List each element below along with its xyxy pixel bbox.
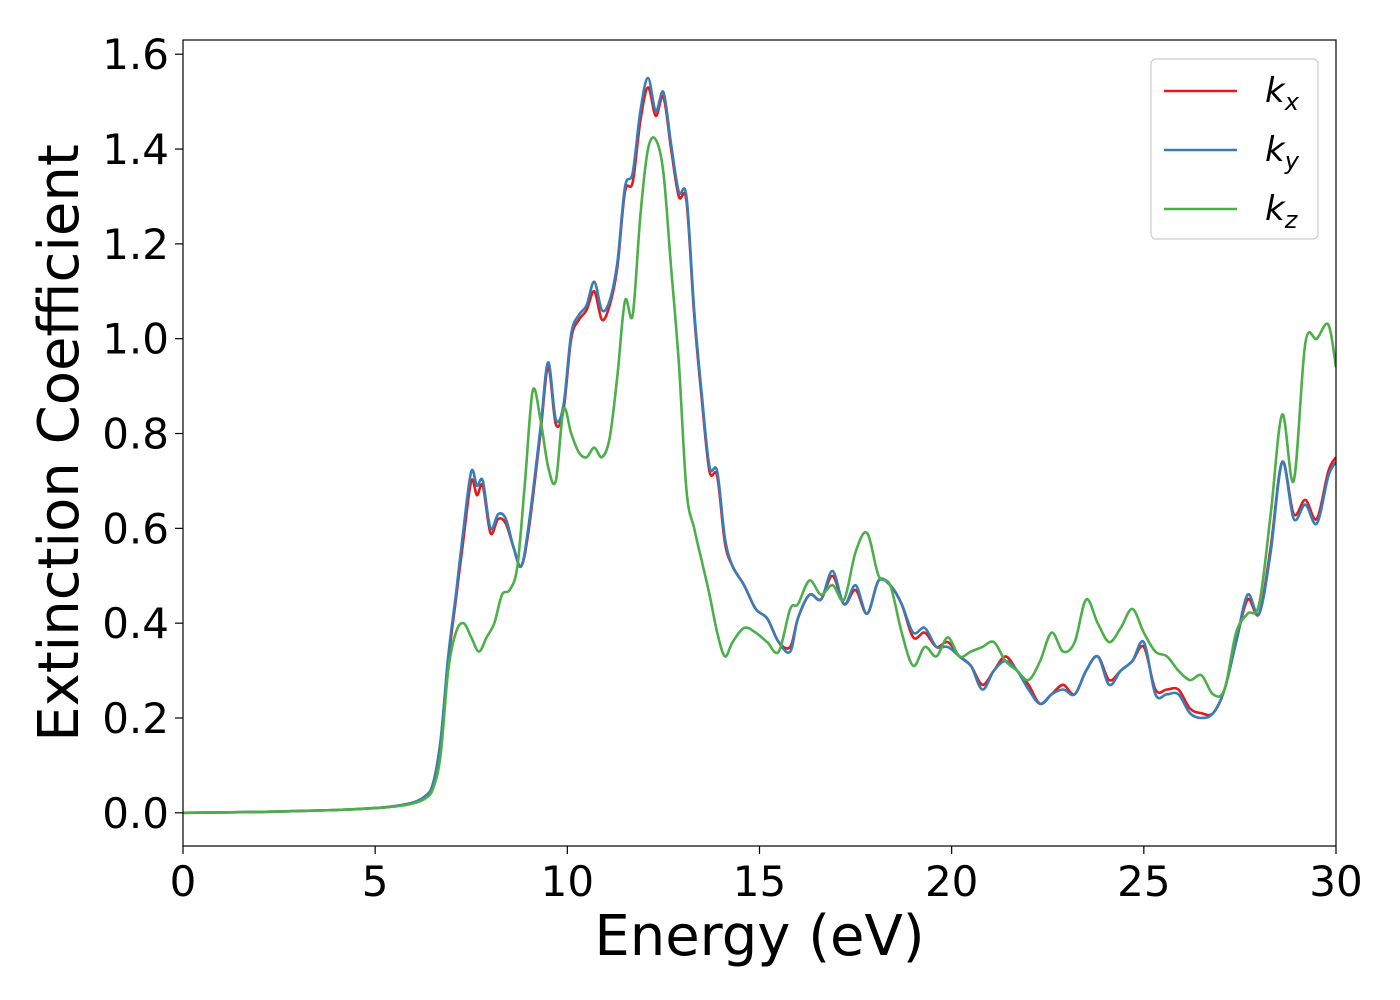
x-tick-label: 30 [1309, 857, 1362, 906]
x-tick-label: 10 [541, 857, 594, 906]
x-tick-label: 20 [925, 857, 978, 906]
legend-label-kx: kx [1265, 71, 1300, 116]
y-axis-label: Extinction Coefficient [27, 144, 92, 742]
plot-frame [182, 39, 1337, 847]
x-axis-label: Energy (eV) [594, 904, 924, 969]
y-tick-label: 0.6 [102, 504, 169, 553]
legend-label-ky: ky [1265, 130, 1300, 175]
x-axis: 0 5 10 15 20 25 30 [170, 846, 1363, 906]
y-tick-label: 1.2 [102, 220, 169, 269]
y-tick-label: 0.0 [102, 789, 169, 838]
x-tick-label: 15 [733, 857, 786, 906]
series-line-kz [183, 136, 1336, 815]
y-tick-label: 0.4 [102, 599, 169, 648]
y-tick-label: 1.4 [102, 125, 169, 174]
series-line-ky [183, 76, 1336, 815]
y-tick-label: 0.2 [102, 694, 169, 743]
y-tick-label: 0.8 [102, 410, 169, 459]
x-tick-label: 25 [1117, 857, 1170, 906]
plot-area [183, 76, 1336, 815]
y-tick-label: 1.0 [102, 315, 169, 364]
y-axis: 0.0 0.2 0.4 0.6 0.8 1.0 1.2 1.4 1.6 [102, 30, 183, 838]
legend-label-kz: kz [1265, 189, 1299, 234]
legend: kx ky kz [1150, 58, 1319, 240]
x-tick-label: 5 [362, 857, 389, 906]
y-tick-label: 1.6 [102, 30, 169, 79]
x-tick-label: 0 [170, 857, 197, 906]
